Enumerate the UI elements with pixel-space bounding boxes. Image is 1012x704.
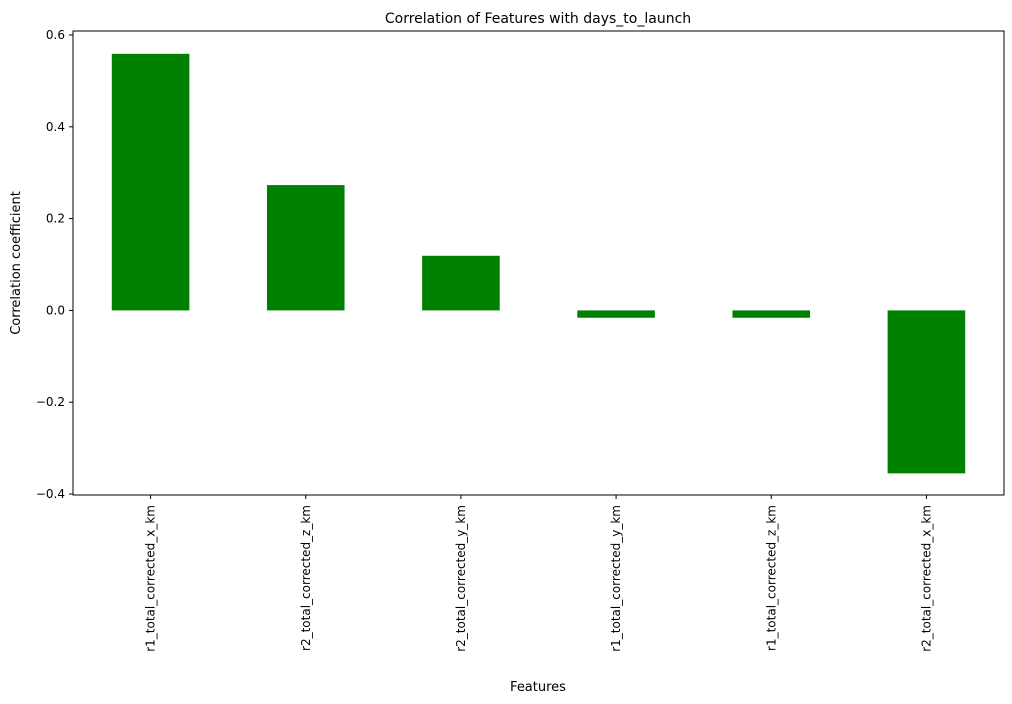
- bar: [111, 53, 190, 311]
- y-axis: −0.4 −0.2 0.0 0.2 0.4 0.6: [36, 28, 73, 501]
- x-tick-label: r2_total_corrected_z_km: [299, 505, 313, 651]
- y-tick-label: 0.6: [46, 28, 65, 42]
- bar: [577, 310, 655, 318]
- y-tick-label: 0.2: [46, 212, 65, 226]
- x-axis-label: Features: [510, 680, 566, 695]
- bar-series: [111, 53, 966, 474]
- x-tick-label: r2_total_corrected_y_km: [454, 505, 468, 652]
- bar: [266, 185, 345, 311]
- plot-frame: [72, 30, 1005, 496]
- y-tick-label: −0.2: [36, 395, 65, 409]
- y-tick-label: 0.0: [46, 303, 65, 317]
- x-tick-label: r1_total_corrected_y_km: [609, 505, 623, 652]
- bar: [422, 255, 500, 311]
- y-tick-label: 0.4: [46, 120, 65, 134]
- bar: [732, 310, 811, 318]
- y-axis-label: Correlation coefficient: [9, 191, 24, 335]
- chart-title: Correlation of Features with days_to_lau…: [385, 11, 691, 27]
- x-axis: r1_total_corrected_x_km r2_total_correcte…: [144, 495, 933, 652]
- x-tick-label: r1_total_corrected_x_km: [144, 505, 158, 652]
- x-tick-label: r1_total_corrected_z_km: [764, 505, 778, 651]
- x-tick-label: r2_total_corrected_x_km: [919, 505, 933, 652]
- y-tick-label: −0.4: [36, 487, 65, 501]
- bar: [887, 310, 966, 474]
